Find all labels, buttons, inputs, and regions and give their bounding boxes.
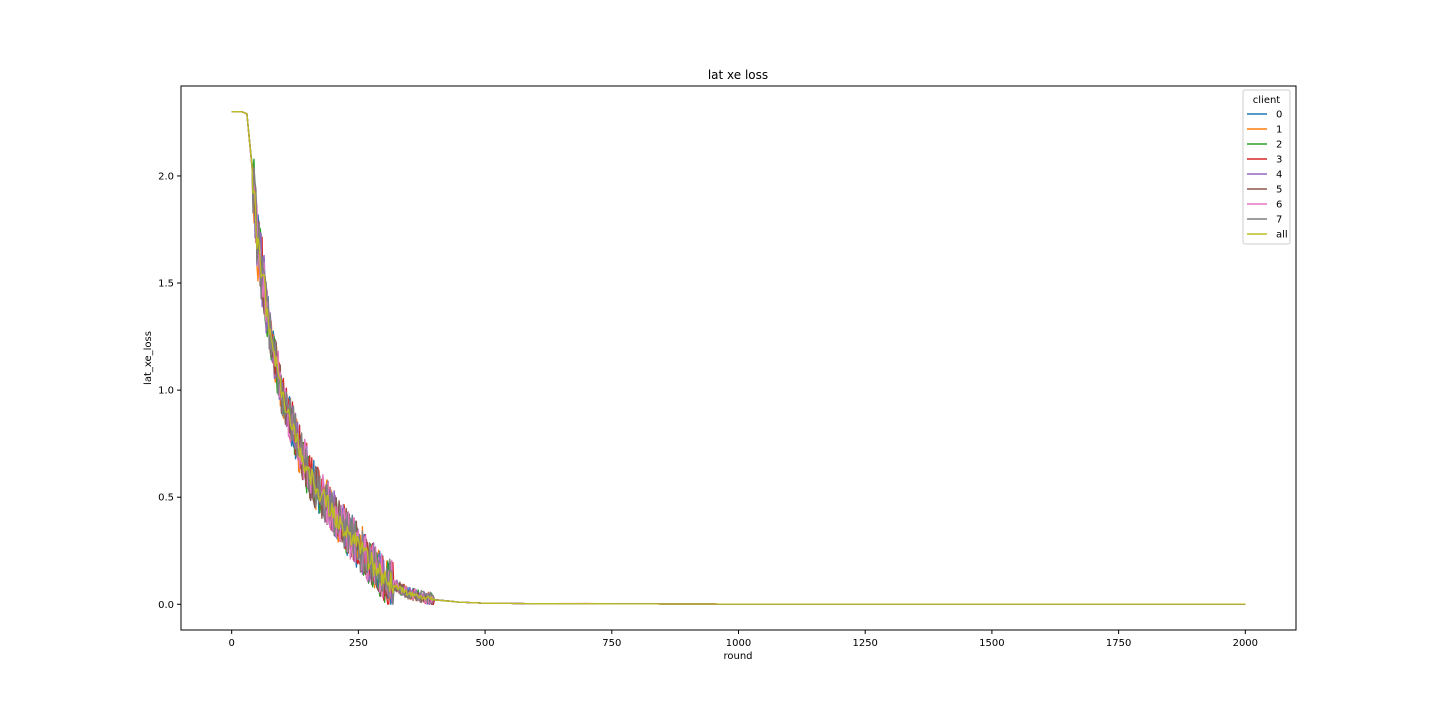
legend-label: 7 bbox=[1276, 215, 1282, 226]
legend-label: all bbox=[1276, 230, 1288, 241]
legend-label: 2 bbox=[1276, 140, 1282, 151]
x-tick-label: 750 bbox=[602, 638, 621, 649]
x-axis-ticks: 0 250 500 750 1000 1250 1500 1750 2000 bbox=[228, 630, 1258, 649]
y-tick-label: 2.0 bbox=[158, 171, 174, 182]
chart-title: lat xe loss bbox=[708, 68, 768, 82]
legend: client 0 1 2 3 4 5 6 7 all bbox=[1242, 89, 1291, 245]
legend-label: 3 bbox=[1276, 155, 1282, 166]
x-tick-label: 500 bbox=[476, 638, 495, 649]
series-layer bbox=[231, 111, 1246, 605]
y-tick-label: 1.0 bbox=[158, 386, 174, 397]
y-tick-label: 0.0 bbox=[158, 600, 174, 611]
x-tick-label: 2000 bbox=[1233, 638, 1258, 649]
legend-label: 6 bbox=[1276, 200, 1282, 211]
x-tick-label: 1000 bbox=[726, 638, 751, 649]
y-axis-label: lat_xe_loss bbox=[143, 331, 154, 385]
x-tick-label: 1250 bbox=[852, 638, 877, 649]
legend-label: 5 bbox=[1276, 185, 1282, 196]
y-tick-label: 1.5 bbox=[158, 279, 174, 290]
x-tick-label: 1500 bbox=[979, 638, 1004, 649]
legend-label: 4 bbox=[1276, 170, 1282, 181]
x-tick-label: 1750 bbox=[1106, 638, 1131, 649]
legend-label: 1 bbox=[1276, 125, 1282, 136]
y-tick-label: 0.5 bbox=[158, 493, 174, 504]
plot-area bbox=[231, 111, 1246, 605]
y-axis-ticks: 0.0 0.5 1.0 1.5 2.0 bbox=[158, 171, 181, 611]
legend-title: client bbox=[1253, 95, 1281, 106]
x-axis-label: round bbox=[723, 651, 752, 662]
x-tick-label: 0 bbox=[228, 638, 234, 649]
legend-label: 0 bbox=[1276, 110, 1282, 121]
series-line-all bbox=[231, 111, 1246, 605]
x-tick-label: 250 bbox=[349, 638, 368, 649]
legend-box bbox=[1242, 89, 1291, 245]
